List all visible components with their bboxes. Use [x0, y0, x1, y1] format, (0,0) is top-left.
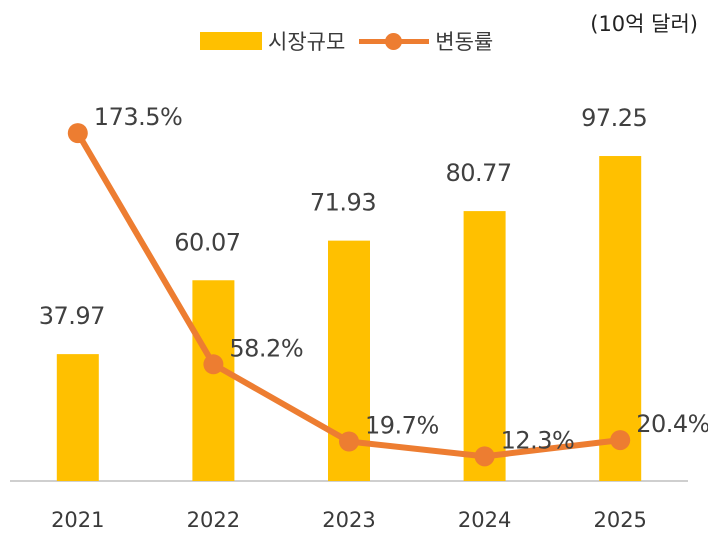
legend-item-bar: 시장규모 — [200, 26, 345, 56]
line-value-label-2023: 19.7% — [365, 412, 439, 440]
x-tick-label-2021: 2021 — [51, 508, 104, 532]
bar-value-label-2024: 80.77 — [445, 159, 511, 187]
legend: 시장규모 변동률 — [200, 26, 493, 56]
x-tick-label-2024: 2024 — [458, 508, 511, 532]
line-point-2021 — [67, 123, 88, 144]
legend-line-label: 변동률 — [435, 30, 494, 54]
x-tick-label-2025: 2025 — [593, 508, 646, 532]
line-point-2022 — [203, 354, 224, 375]
bar-2024 — [463, 211, 506, 482]
bar-2025 — [599, 156, 642, 481]
line-point-2023 — [339, 431, 359, 452]
legend-item-line: 변동률 — [359, 26, 493, 56]
line-value-label-2025: 20.4% — [636, 410, 708, 438]
line-value-label-2021: 173.5% — [94, 103, 183, 131]
line-point-2024 — [474, 446, 495, 467]
legend-line-swatch — [359, 32, 430, 50]
legend-bar-label: 시장규모 — [268, 30, 346, 54]
bar-2021 — [56, 354, 99, 481]
line-value-label-2024: 12.3% — [501, 426, 575, 454]
bar-value-label-2025: 97.25 — [581, 104, 647, 132]
line-point-2025 — [610, 430, 631, 451]
legend-bar-swatch — [200, 32, 262, 50]
line-value-label-2022: 58.2% — [229, 334, 303, 362]
bar-value-label-2023: 71.93 — [310, 189, 376, 217]
bar-2022 — [192, 280, 235, 481]
x-tick-label-2022: 2022 — [187, 508, 240, 532]
x-tick-label-2023: 2023 — [322, 508, 375, 532]
unit-label: (10억 달러) — [590, 12, 698, 36]
bar-value-label-2022: 60.07 — [174, 228, 240, 256]
bar-value-label-2021: 37.97 — [39, 302, 105, 330]
